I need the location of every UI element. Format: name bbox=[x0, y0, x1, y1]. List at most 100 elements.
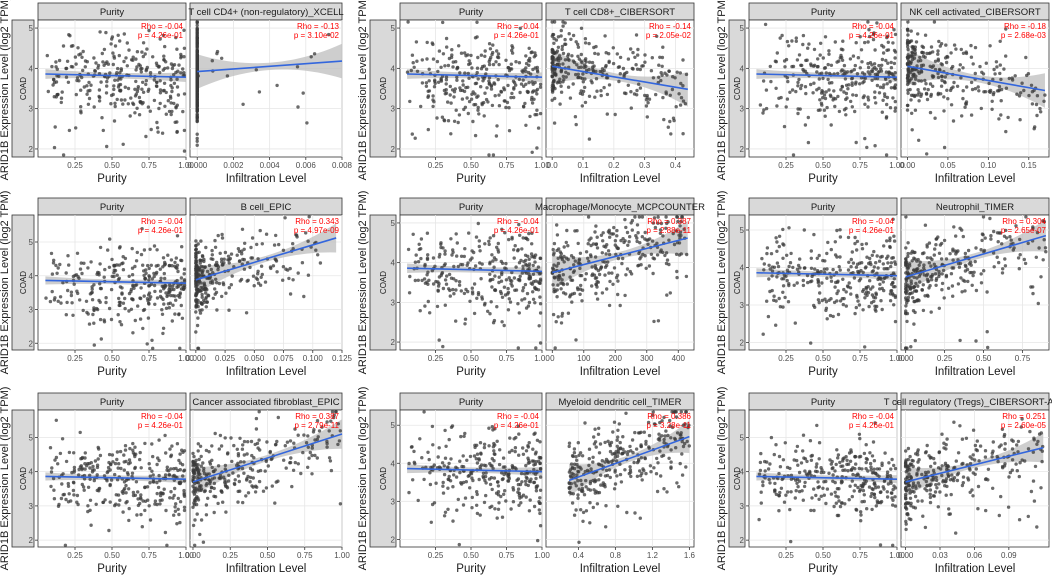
infiltration-data-point bbox=[587, 41, 591, 46]
purity-data-point bbox=[175, 278, 179, 283]
infiltration-data-point bbox=[329, 419, 333, 423]
purity-data-point bbox=[160, 131, 165, 135]
infiltration-rho-label: Rho = 0.387 bbox=[295, 412, 339, 421]
infiltration-data-point bbox=[912, 275, 916, 279]
y-tick-label: 4 bbox=[391, 259, 396, 268]
infiltration-data-point bbox=[911, 81, 915, 86]
infiltration-data-point bbox=[913, 108, 918, 112]
purity-data-point bbox=[876, 277, 880, 282]
purity-header-label: Purity bbox=[811, 7, 836, 18]
purity-data-point bbox=[858, 82, 862, 86]
infiltration-x-tick-label: 0.4 bbox=[670, 161, 682, 170]
infiltration-data-point bbox=[1007, 76, 1011, 81]
purity-data-point bbox=[818, 98, 822, 102]
infiltration-data-point bbox=[237, 479, 241, 484]
coad-strip-label: COAD bbox=[379, 467, 388, 490]
purity-data-point bbox=[848, 57, 853, 61]
purity-data-point bbox=[82, 261, 86, 265]
purity-data-point bbox=[439, 78, 443, 82]
purity-data-point bbox=[456, 264, 460, 269]
purity-data-point bbox=[822, 93, 827, 97]
purity-data-point bbox=[878, 85, 883, 89]
purity-data-point bbox=[850, 105, 854, 109]
infiltration-data-point bbox=[217, 281, 222, 286]
purity-data-point bbox=[777, 296, 781, 301]
purity-data-point bbox=[68, 34, 72, 38]
purity-data-point bbox=[806, 115, 810, 120]
infiltration-data-point bbox=[615, 228, 619, 233]
purity-data-point bbox=[475, 296, 479, 300]
purity-data-point bbox=[428, 311, 432, 315]
infiltration-regression-line bbox=[195, 237, 337, 281]
purity-data-point bbox=[430, 41, 434, 45]
purity-data-point bbox=[410, 132, 414, 136]
purity-data-point bbox=[832, 72, 836, 76]
purity-data-point bbox=[891, 41, 895, 45]
infiltration-data-point bbox=[965, 85, 969, 89]
infiltration-data-point bbox=[268, 265, 273, 269]
purity-data-point bbox=[52, 145, 57, 150]
purity-data-point bbox=[523, 282, 528, 287]
infiltration-p-label: p = 4.97e-09 bbox=[294, 226, 340, 235]
purity-data-point bbox=[773, 59, 778, 63]
purity-data-point bbox=[787, 282, 791, 286]
infiltration-data-point bbox=[625, 230, 630, 235]
purity-data-point bbox=[154, 61, 159, 65]
purity-data-point bbox=[425, 256, 430, 260]
purity-data-point bbox=[473, 443, 477, 447]
purity-data-point bbox=[58, 451, 63, 456]
purity-data-point bbox=[506, 290, 511, 295]
purity-data-point bbox=[455, 508, 459, 512]
infiltration-data-point bbox=[664, 215, 668, 219]
infiltration-data-point bbox=[566, 54, 570, 58]
infiltration-data-point bbox=[246, 491, 251, 495]
infiltration-data-point bbox=[1000, 242, 1004, 246]
purity-data-point bbox=[138, 296, 142, 300]
purity-data-point bbox=[455, 241, 459, 245]
purity-data-point bbox=[530, 150, 534, 154]
purity-data-point bbox=[817, 284, 821, 288]
infiltration-data-point bbox=[934, 278, 938, 283]
purity-regression-line bbox=[756, 73, 898, 79]
purity-data-point bbox=[169, 453, 174, 457]
purity-data-point bbox=[135, 250, 139, 255]
purity-p-label: p = 4.26e-01 bbox=[494, 421, 540, 430]
purity-data-point bbox=[468, 258, 473, 262]
purity-data-point bbox=[774, 86, 778, 91]
infiltration-data-point bbox=[636, 53, 640, 57]
infiltration-data-point bbox=[1020, 81, 1024, 85]
infiltration-data-point bbox=[275, 270, 279, 274]
purity-data-point bbox=[115, 71, 119, 75]
infiltration-data-point bbox=[315, 419, 320, 423]
purity-data-point bbox=[444, 75, 449, 79]
purity-data-point bbox=[462, 89, 467, 94]
purity-data-point bbox=[169, 83, 173, 88]
purity-data-point bbox=[494, 60, 498, 64]
infiltration-data-point bbox=[603, 65, 608, 69]
infiltration-data-point bbox=[245, 452, 249, 456]
purity-data-point bbox=[491, 445, 496, 449]
infiltration-data-point bbox=[222, 257, 226, 261]
infiltration-data-point bbox=[958, 338, 962, 343]
purity-data-point bbox=[443, 428, 447, 433]
purity-data-point bbox=[150, 469, 154, 473]
infiltration-data-point bbox=[252, 284, 256, 288]
purity-data-point bbox=[475, 95, 479, 99]
purity-data-point bbox=[826, 62, 830, 67]
x-axis-title-infiltration: Infiltration Level bbox=[580, 173, 661, 185]
purity-data-point bbox=[143, 508, 147, 513]
purity-data-point bbox=[172, 101, 176, 106]
purity-data-point bbox=[73, 55, 78, 59]
purity-p-label: p = 4.26e-01 bbox=[138, 31, 184, 40]
y-tick-label: 4 bbox=[29, 272, 34, 281]
purity-data-point bbox=[489, 83, 494, 87]
purity-data-point bbox=[856, 56, 860, 60]
purity-data-point bbox=[774, 323, 778, 327]
purity-data-point bbox=[147, 28, 151, 33]
purity-data-point bbox=[164, 90, 168, 95]
purity-data-point bbox=[413, 278, 417, 283]
purity-data-point bbox=[527, 441, 531, 445]
infiltration-data-point bbox=[327, 32, 331, 37]
purity-data-point bbox=[80, 271, 84, 276]
infiltration-data-point bbox=[973, 71, 977, 76]
